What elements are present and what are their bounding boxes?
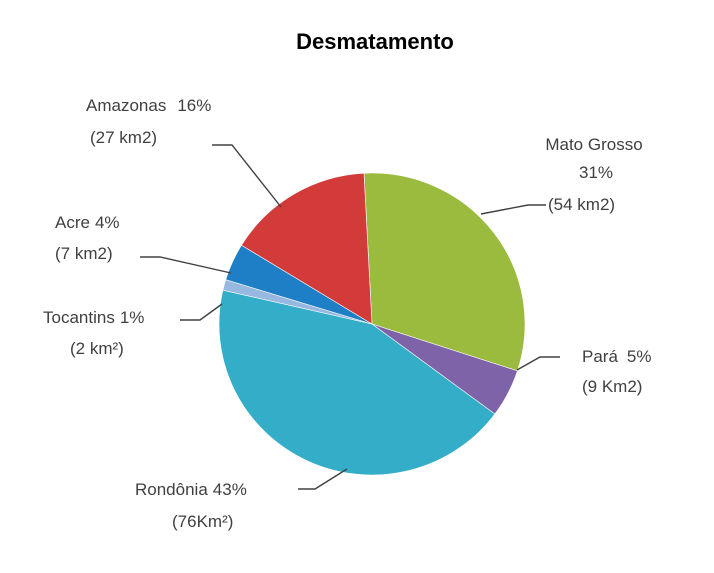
leader-line-amazonas bbox=[212, 144, 282, 208]
label-amazonas: Amazonas 16% bbox=[86, 96, 211, 115]
label-rondonia: Rondônia 43% bbox=[135, 480, 247, 499]
pie-slices bbox=[218, 172, 526, 476]
pie-slice-rondonia bbox=[218, 289, 496, 476]
pie-slice-mato-grosso bbox=[363, 172, 526, 372]
leader-line-rondonia bbox=[298, 468, 348, 490]
leader-line-para bbox=[516, 356, 560, 371]
pie-slice-amazonas bbox=[241, 172, 373, 325]
label-rondonia-area: (76Km²) bbox=[172, 512, 233, 531]
label-para-area: (9 Km2) bbox=[582, 377, 642, 396]
label-mato-grosso: Mato Grosso bbox=[545, 135, 642, 154]
label-mato-grosso-percent: 31% bbox=[579, 163, 613, 182]
label-amazonas-area: (27 km2) bbox=[90, 128, 157, 147]
label-tocantins: Tocantins 1% bbox=[43, 308, 144, 327]
label-para: Pará 5% bbox=[582, 347, 652, 366]
label-acre-area: (7 km2) bbox=[55, 244, 113, 263]
leader-line-acre bbox=[140, 256, 232, 274]
leader-line-tocantins bbox=[180, 303, 223, 321]
label-mato-grosso-area: (54 km2) bbox=[548, 195, 615, 214]
leader-line-mato-grosso bbox=[480, 204, 546, 215]
label-tocantins-area: (2 km²) bbox=[70, 339, 124, 358]
chart-title: Desmatamento bbox=[296, 29, 454, 54]
label-acre: Acre 4% bbox=[55, 213, 120, 232]
